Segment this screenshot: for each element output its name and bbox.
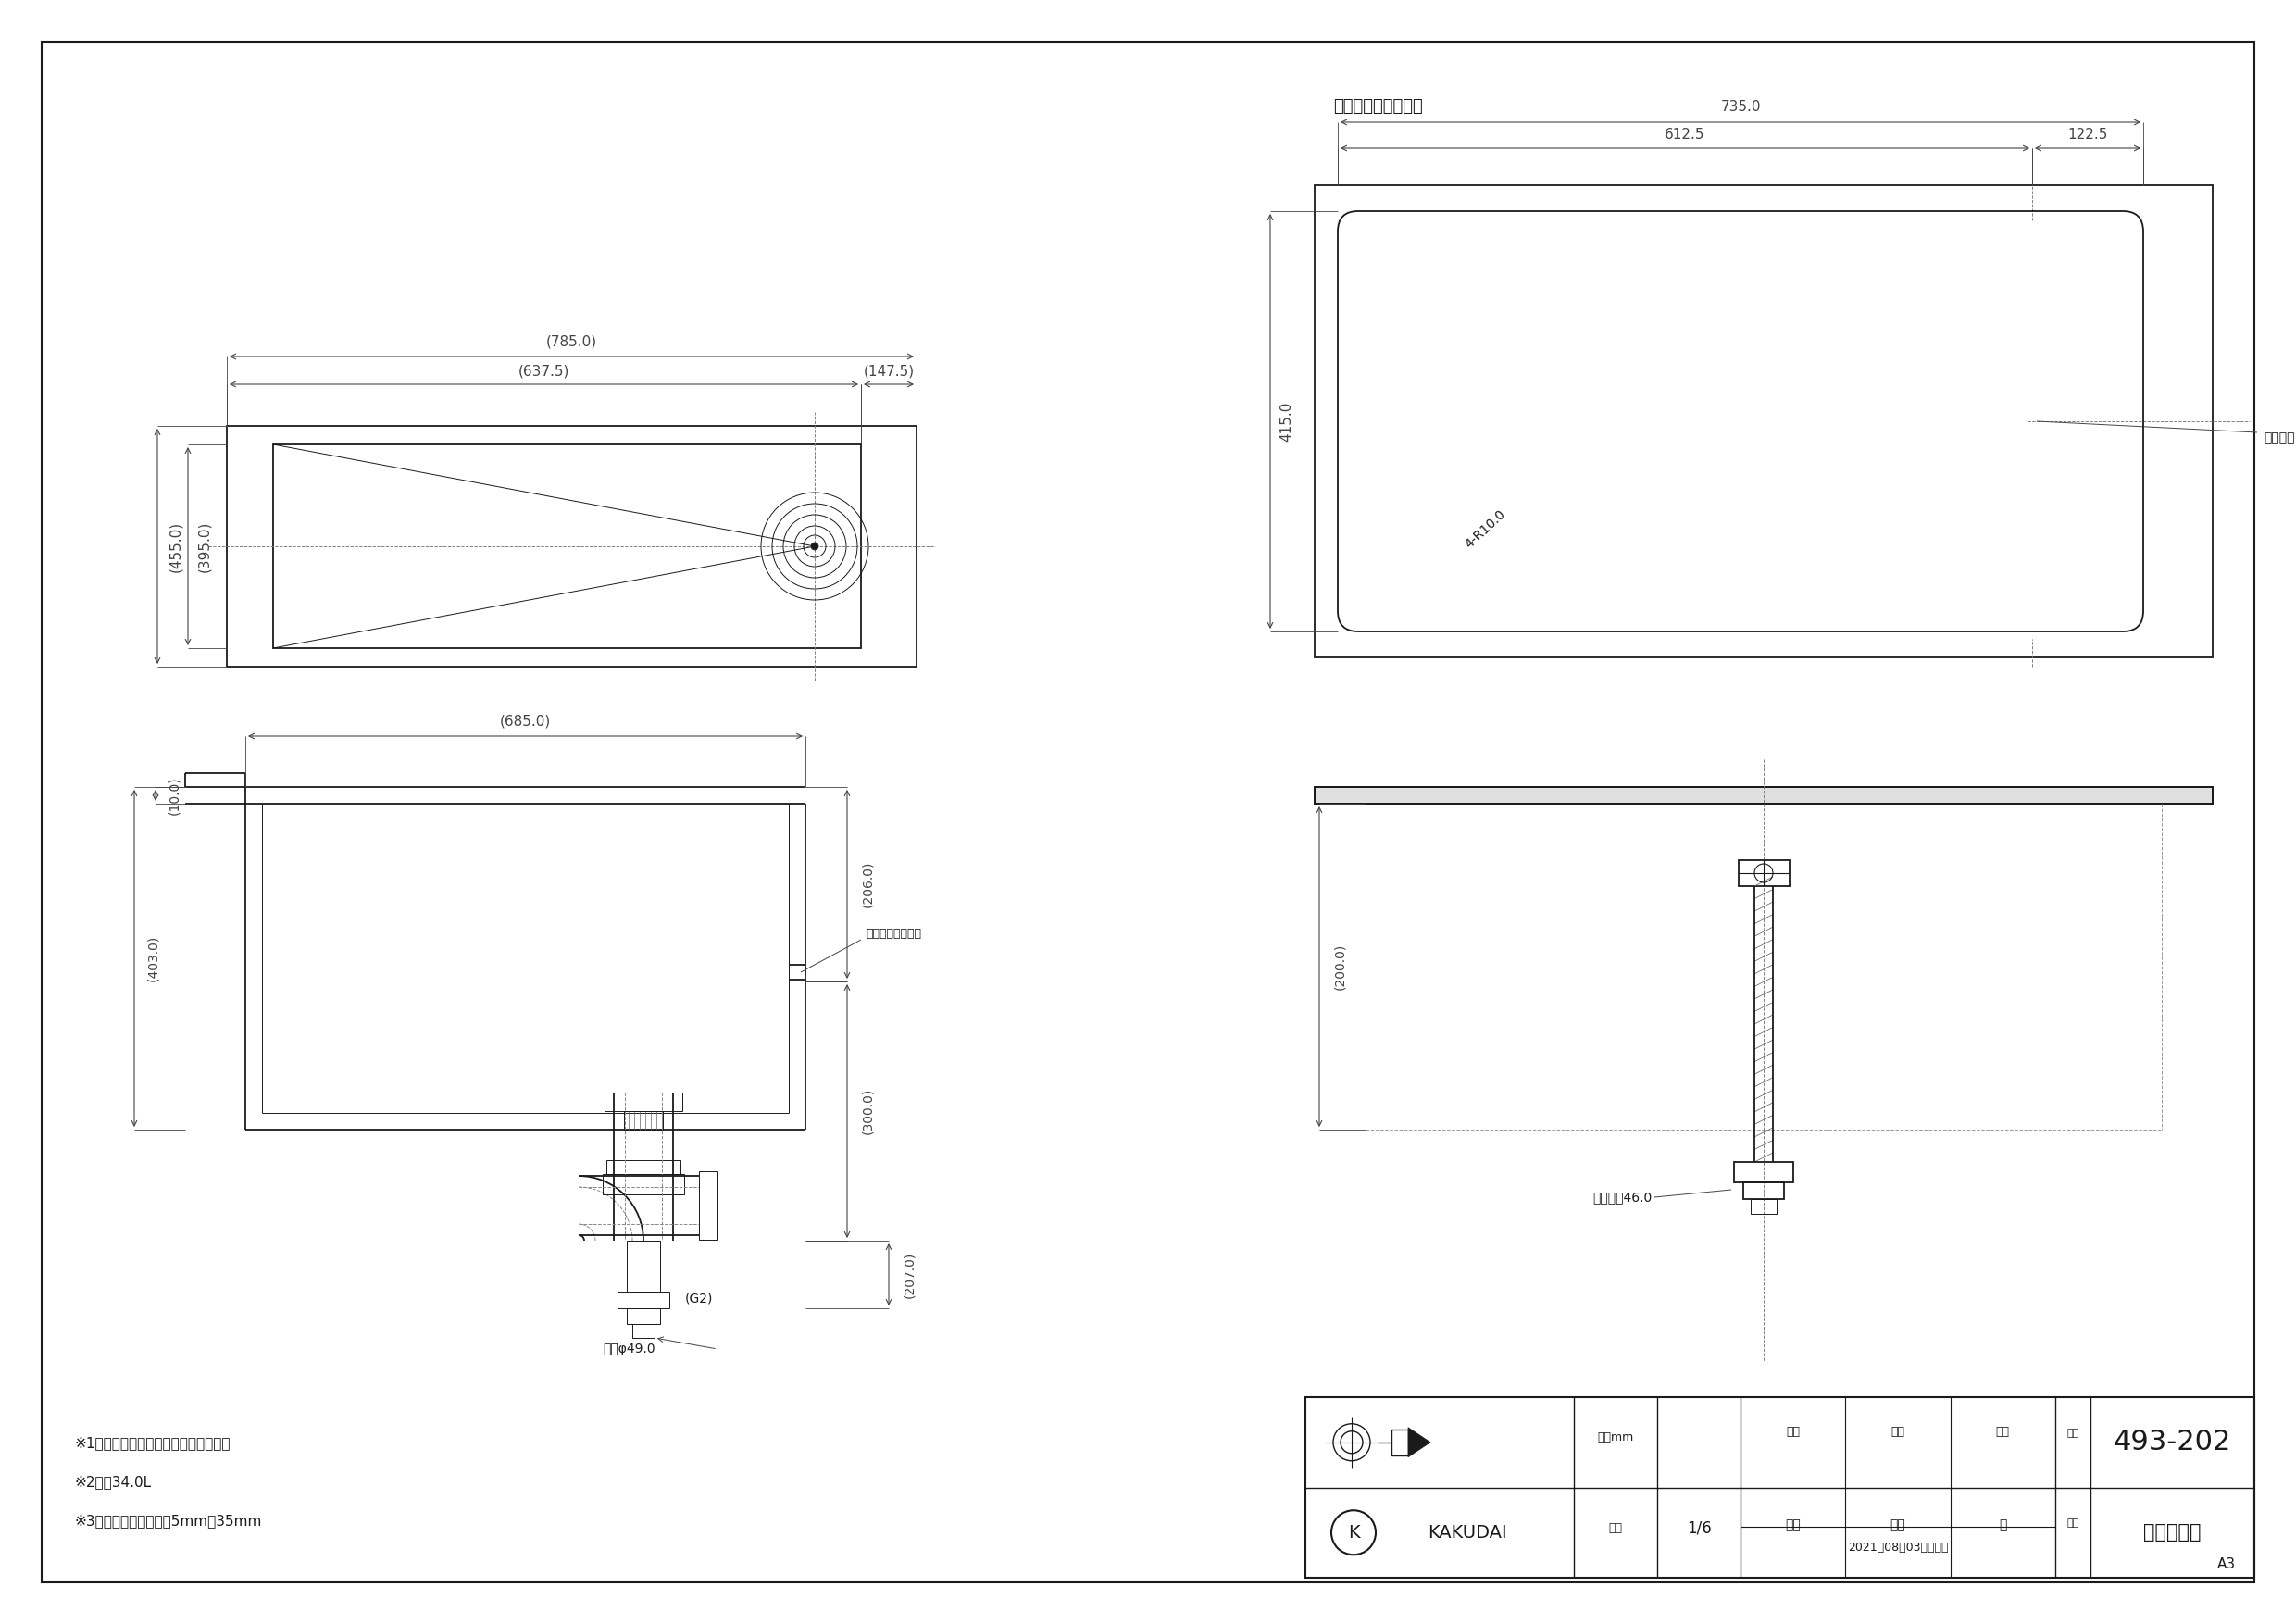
Text: (300.0): (300.0) [861, 1088, 875, 1134]
Bar [627, 1309, 661, 1324]
Text: 内径φ49.0: 内径φ49.0 [604, 1343, 657, 1356]
Text: 尺度: 尺度 [1609, 1522, 1623, 1535]
Text: (207.0): (207.0) [902, 1250, 916, 1298]
Bar [627, 1241, 661, 1291]
Bar [227, 425, 916, 666]
Text: カウンター切込寸法: カウンター切込寸法 [1334, 97, 1424, 115]
Text: 品名: 品名 [2066, 1518, 2078, 1528]
Text: (785.0): (785.0) [546, 335, 597, 349]
Text: 八角対辺46.0: 八角対辺46.0 [1593, 1190, 1653, 1203]
Text: 甲藤: 甲藤 [1890, 1518, 1906, 1531]
Bar [273, 445, 861, 648]
Text: (200.0): (200.0) [1334, 944, 1345, 991]
Text: 1/6: 1/6 [1688, 1520, 1711, 1536]
Text: 単位mm: 単位mm [1598, 1432, 1635, 1444]
Text: 検図: 検図 [1892, 1426, 1906, 1437]
Text: 2021年08月03日　作成: 2021年08月03日 作成 [1848, 1541, 1947, 1554]
Text: 612.5: 612.5 [1665, 128, 1706, 143]
Text: K: K [1348, 1523, 1359, 1541]
Text: KAKUDAI: KAKUDAI [1428, 1523, 1506, 1541]
Text: ※1　（　）内寸法は参考寸法である。: ※1 （ ）内寸法は参考寸法である。 [73, 1437, 230, 1450]
Bar [631, 1324, 654, 1338]
Text: (147.5): (147.5) [863, 364, 914, 378]
Bar [1750, 1199, 1777, 1213]
Bar [1391, 1429, 1407, 1455]
Bar [1316, 788, 2213, 804]
Polygon shape [1407, 1427, 1430, 1457]
Bar [1733, 1163, 1793, 1182]
Text: 品番: 品番 [2066, 1429, 2078, 1437]
Bar [1738, 861, 1789, 887]
Text: 排水中心: 排水中心 [2264, 432, 2294, 445]
Bar [602, 1174, 684, 1194]
Bar [606, 1160, 680, 1174]
Bar [618, 1291, 670, 1309]
Text: 角型洗面器: 角型洗面器 [2144, 1523, 2202, 1541]
Bar [1316, 185, 2213, 658]
Bar [625, 1111, 664, 1130]
Bar [1316, 788, 2213, 804]
Text: (455.0): (455.0) [170, 521, 184, 572]
Bar [1306, 1397, 2255, 1577]
Text: (403.0): (403.0) [147, 935, 158, 981]
Text: 415.0: 415.0 [1279, 401, 1295, 442]
Text: 承認: 承認 [1995, 1426, 2009, 1437]
Bar [1743, 1182, 1784, 1199]
Text: ※3　カウンター厚み：5mm～35mm: ※3 カウンター厚み：5mm～35mm [73, 1514, 262, 1528]
Text: 製図: 製図 [1786, 1426, 1800, 1437]
Bar [604, 1093, 682, 1111]
Text: 735.0: 735.0 [1720, 101, 1761, 114]
Text: A3: A3 [2218, 1557, 2236, 1570]
Text: 122.5: 122.5 [2069, 128, 2108, 143]
Text: 梶川: 梶川 [1786, 1518, 1800, 1531]
Text: (G2): (G2) [684, 1293, 714, 1306]
Text: オーバーフロー穴: オーバーフロー穴 [866, 927, 921, 939]
Bar [698, 1171, 716, 1239]
Circle shape [810, 542, 817, 551]
Text: 493-202: 493-202 [2112, 1429, 2232, 1455]
Text: (10.0): (10.0) [168, 776, 181, 815]
Text: (395.0): (395.0) [197, 521, 211, 572]
Text: (685.0): (685.0) [501, 715, 551, 728]
Text: ※2　容34.0L: ※2 容34.0L [73, 1475, 152, 1489]
Text: (637.5): (637.5) [519, 364, 569, 378]
Text: 祝: 祝 [2000, 1518, 2007, 1531]
Text: (206.0): (206.0) [861, 861, 875, 908]
Text: 4-R10.0: 4-R10.0 [1463, 508, 1508, 552]
